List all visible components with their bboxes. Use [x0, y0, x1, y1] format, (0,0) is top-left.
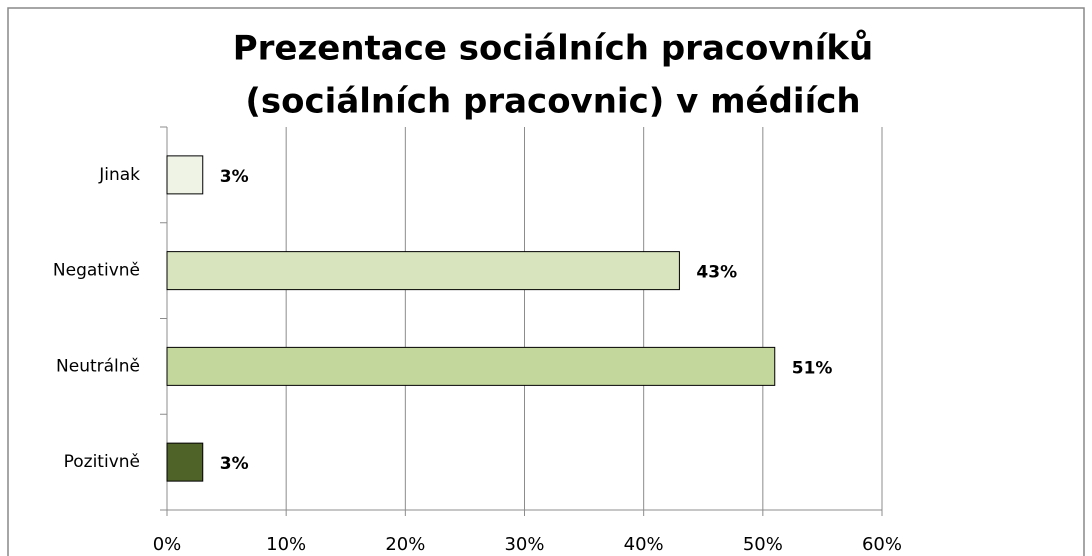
bar	[166, 251, 680, 291]
x-tick-label: 30%	[504, 534, 544, 555]
chart-title: Prezentace sociálních pracovníků	[233, 29, 874, 69]
y-tick-label: Pozitivně	[64, 452, 140, 472]
x-tick-label: 10%	[266, 534, 306, 555]
y-tick-label: Jinak	[98, 165, 140, 185]
x-tick-label: 20%	[385, 534, 425, 555]
bar	[166, 155, 204, 195]
x-tick-label: 40%	[624, 534, 664, 555]
bar	[166, 346, 776, 386]
data-label: 43%	[696, 263, 737, 283]
data-label: 51%	[792, 358, 833, 378]
data-label: 3%	[220, 167, 249, 187]
y-tick-label: Neutrálně	[56, 356, 140, 376]
bar	[166, 442, 204, 482]
x-tick-label: 60%	[862, 534, 902, 555]
x-tick-label: 50%	[743, 534, 783, 555]
chart-title: (sociálních pracovnic) v médiích	[245, 82, 860, 122]
data-label: 3%	[220, 454, 249, 474]
x-tick-label: 0%	[153, 534, 182, 555]
y-tick-label: Negativně	[53, 261, 140, 281]
